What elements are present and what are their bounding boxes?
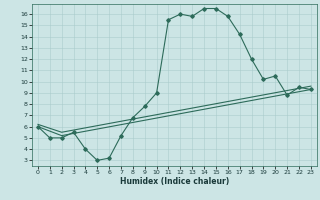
X-axis label: Humidex (Indice chaleur): Humidex (Indice chaleur) <box>120 177 229 186</box>
